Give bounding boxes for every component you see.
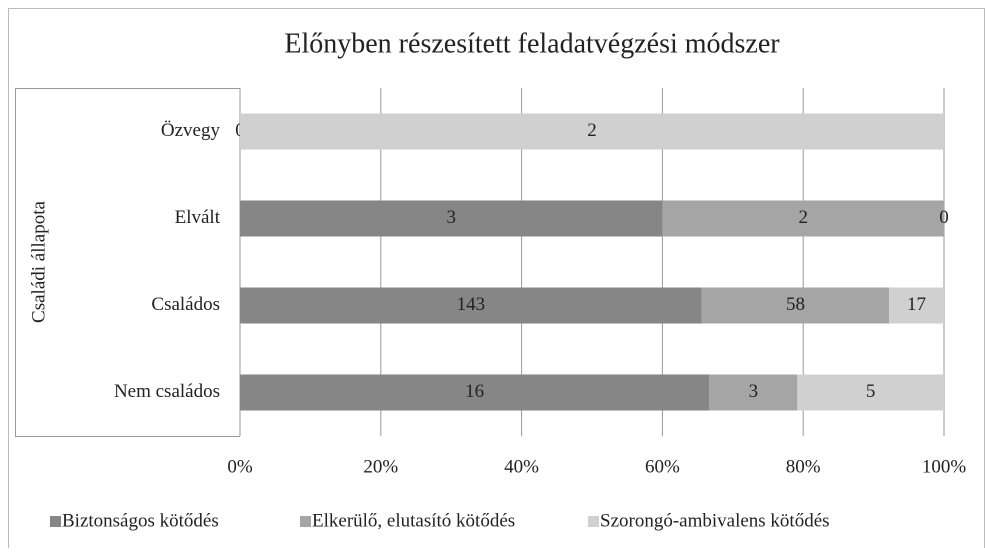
data-label: 143: [457, 294, 486, 315]
data-label: 16: [465, 381, 484, 402]
chart-frame: [8, 8, 985, 553]
legend-swatch: [300, 516, 311, 527]
data-label: 2: [798, 207, 808, 228]
data-label: 2: [587, 120, 597, 141]
x-tick-label: 40%: [504, 456, 539, 477]
bar-segment: [662, 200, 944, 237]
bar-segment: [240, 287, 702, 324]
y-tick-label: Családos: [151, 294, 220, 315]
y-tick-label: Elvált: [175, 207, 221, 228]
bar-segment: [240, 113, 944, 150]
data-label: 5: [866, 381, 876, 402]
legend-label: Biztonságos kötődés: [62, 510, 219, 531]
legend-label: Elkerülő, elutasító kötődés: [312, 510, 515, 531]
data-label: 17: [907, 294, 926, 315]
y-tick-label: Nem családos: [114, 381, 220, 402]
legend-label: Szorongó-ambivalens kötődés: [600, 510, 830, 531]
bar-segment: [240, 200, 663, 237]
x-tick-label: 100%: [922, 456, 967, 477]
y-axis-title: Családi állapota: [28, 201, 49, 323]
data-label: 3: [749, 381, 759, 402]
data-label: 58: [786, 294, 805, 315]
legend-swatch: [588, 516, 599, 527]
y-tick-label: Özvegy: [161, 120, 221, 141]
x-tick-label: 0%: [227, 456, 253, 477]
x-tick-label: 60%: [645, 456, 680, 477]
x-tick-label: 80%: [786, 456, 821, 477]
chart-title: Előnyben részesített feladatvégzési móds…: [284, 28, 780, 59]
legend-swatch: [50, 516, 61, 527]
data-label: 0: [939, 207, 949, 228]
bar-segment: [240, 374, 710, 411]
bar-segment: [701, 287, 890, 324]
bar-segment: [797, 374, 944, 411]
data-label: 3: [446, 207, 456, 228]
x-tick-label: 20%: [363, 456, 398, 477]
bar-segment: [709, 374, 798, 411]
bar-segment: [889, 287, 944, 324]
